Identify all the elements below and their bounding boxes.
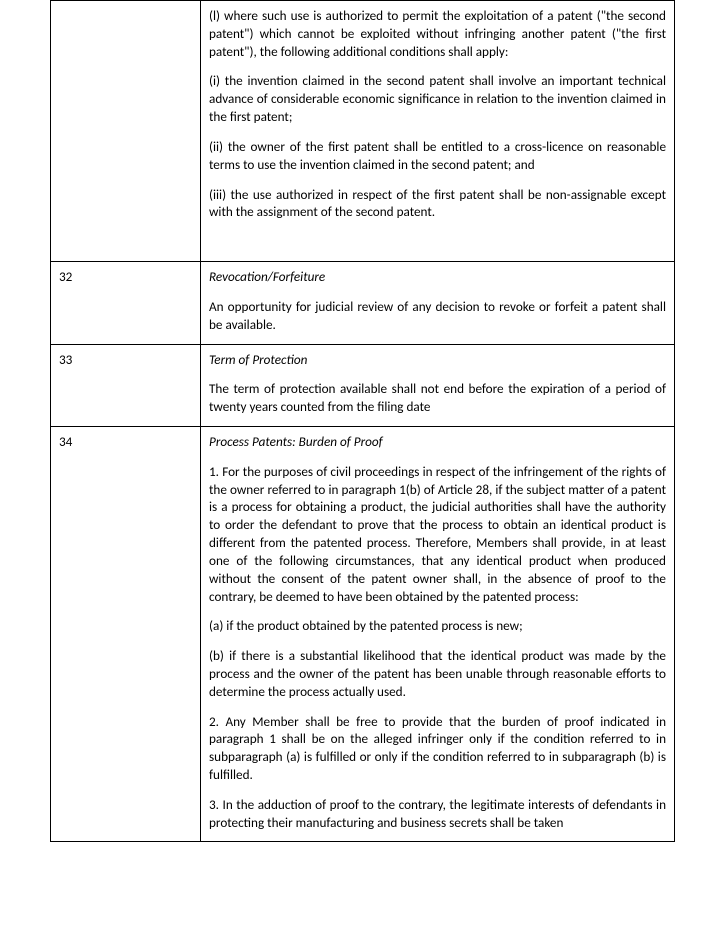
paragraph: An opportunity for judicial review of an… (209, 298, 666, 334)
table-row: 34 Process Patents: Burden of Proof 1. For… (51, 427, 675, 842)
paragraph: (b) if there is a substantial likelihood… (209, 647, 666, 700)
table-row: 33 Term of Protection The term of protecti… (51, 344, 675, 426)
table-row: 32 Revocation/Forfeiture An opportunity fo… (51, 262, 675, 344)
article-number: 32 (51, 262, 201, 344)
paragraph: (i) the invention claimed in the second … (209, 72, 666, 125)
article-number (51, 1, 201, 262)
paragraph: 1. For the purposes of civil proceedings… (209, 463, 666, 606)
table-body: (l) where such use is authorized to perm… (51, 1, 675, 842)
paragraph: (iii) the use authorized in respect of t… (209, 186, 666, 222)
section-title: Process Patents: Burden of Proof (209, 433, 666, 451)
article-content: Revocation/Forfeiture An opportunity for … (201, 262, 675, 344)
section-title: Term of Protection (209, 351, 666, 369)
paragraph: (a) if the product obtained by the paten… (209, 617, 666, 635)
page: (l) where such use is authorized to perm… (0, 0, 705, 842)
article-content: Process Patents: Burden of Proof 1. For t… (201, 427, 675, 842)
section-title: Revocation/Forfeiture (209, 268, 666, 286)
article-number: 33 (51, 344, 201, 426)
article-content: (l) where such use is authorized to perm… (201, 1, 675, 262)
article-number: 34 (51, 427, 201, 842)
table-row: (l) where such use is authorized to perm… (51, 1, 675, 262)
paragraph: The term of protection available shall n… (209, 380, 666, 416)
paragraph: 2. Any Member shall be free to provide t… (209, 713, 666, 784)
paragraph: (l) where such use is authorized to perm… (209, 7, 666, 60)
paragraph: 3. In the adduction of proof to the cont… (209, 796, 666, 832)
paragraph: (ii) the owner of the first patent shall… (209, 138, 666, 174)
article-content: Term of Protection The term of protection… (201, 344, 675, 426)
article-table: (l) where such use is authorized to perm… (50, 0, 675, 842)
